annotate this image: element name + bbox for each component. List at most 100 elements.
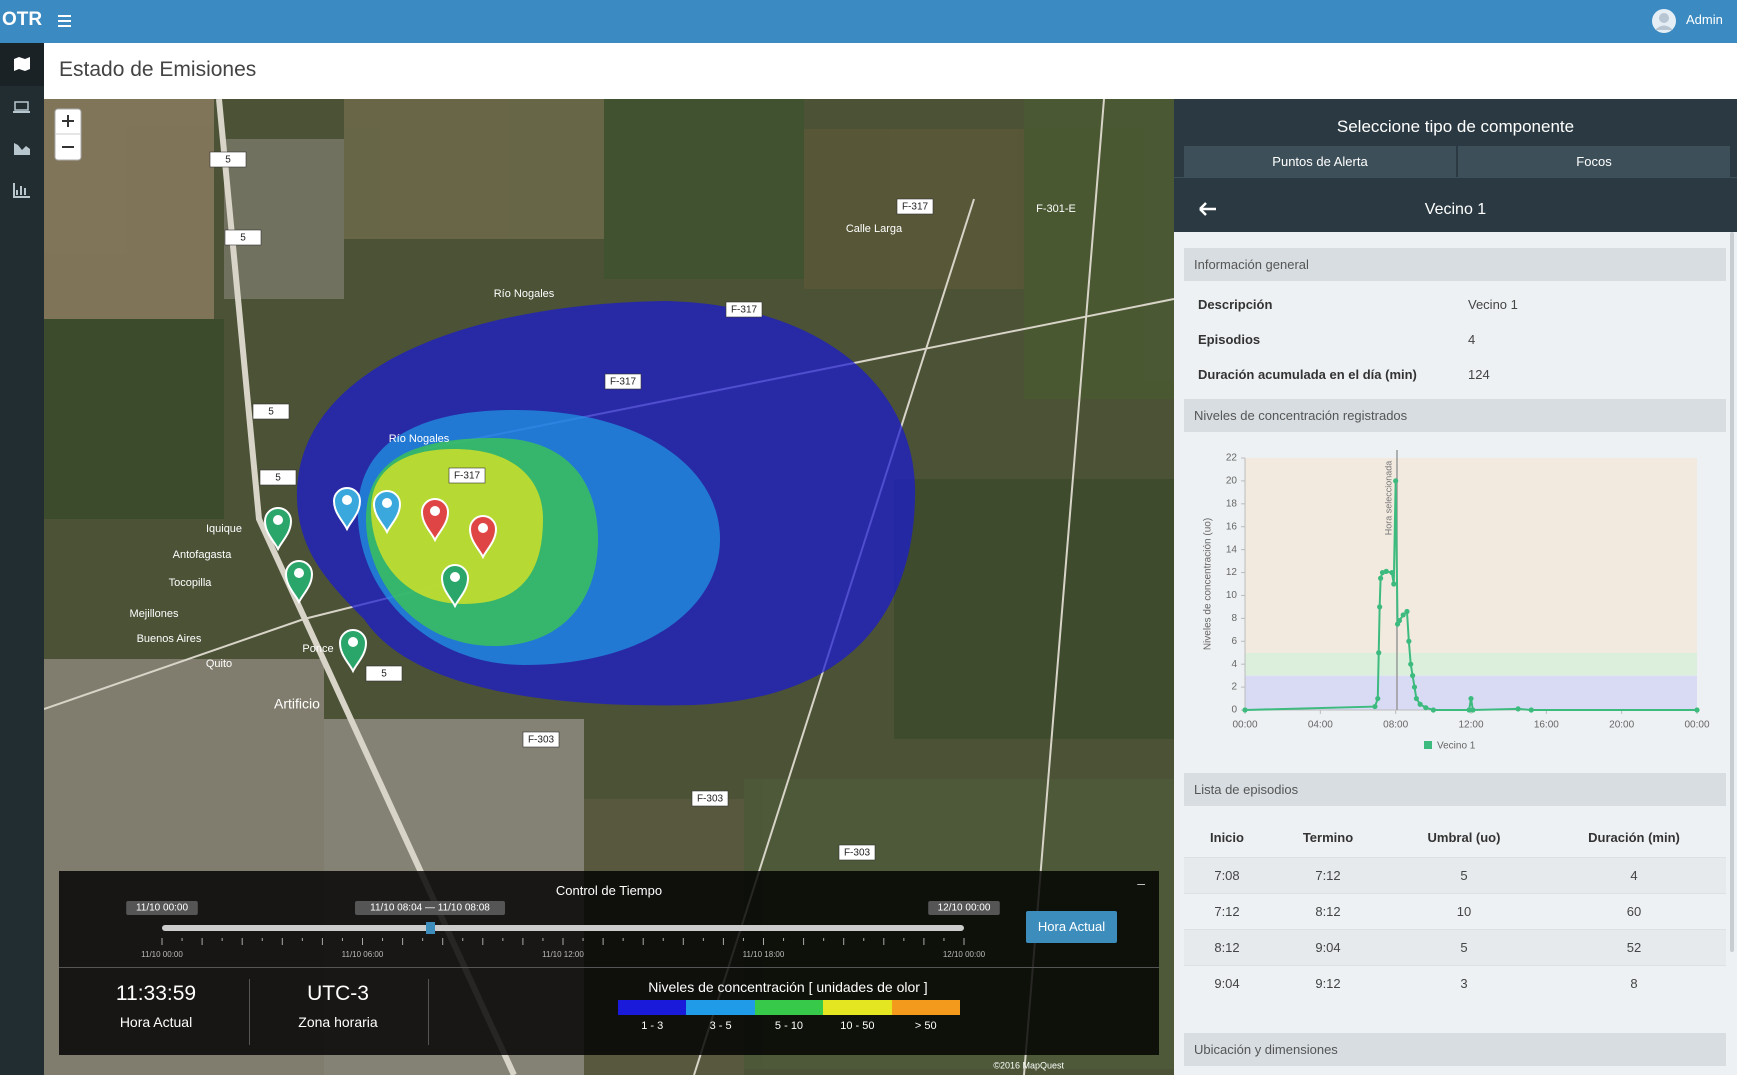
road-sign [725, 301, 763, 318]
series-point [1470, 707, 1476, 713]
y-tick-label: 4 [1231, 659, 1237, 670]
series-point [1393, 478, 1399, 484]
series-point [1406, 638, 1412, 644]
table-cell: 8 [1630, 976, 1638, 991]
table-cell: 4 [1630, 868, 1638, 883]
x-tick-label: 00:00 [1232, 720, 1257, 731]
bar-chart-icon[interactable] [13, 183, 30, 198]
table-cell: 7:12 [1214, 904, 1240, 919]
series-point [1466, 707, 1472, 713]
marker-pin [263, 507, 293, 552]
x-tick-label: 16:00 [1534, 720, 1559, 731]
marker-dot [382, 498, 392, 508]
tab[interactable]: Puntos de Alerta [1184, 146, 1456, 177]
clock: 11:33:59 [115, 982, 197, 1005]
road-sign [896, 198, 934, 215]
x-tick-label: 20:00 [1609, 720, 1634, 731]
map-marker[interactable] [372, 490, 402, 535]
series-point [1411, 684, 1418, 690]
time-control: Control de Tiempo – 11/10 00:00 11/10 08:… [59, 871, 1159, 1055]
series-point [1515, 706, 1521, 712]
series-point [1410, 673, 1416, 679]
table-header: Inicio [1210, 830, 1244, 845]
scrollbar[interactable] [1730, 232, 1734, 952]
section-header[interactable]: Ubicación y dimensiones [1184, 1033, 1726, 1066]
concentration-chart: 0 2 4 6 8 10 12 14 16 18 20 22 00:00 04:00 08:00 12:00 1… [1203, 450, 1710, 752]
map-label: F-317 [902, 202, 929, 213]
section-header[interactable]: Lista de episodios [1184, 773, 1726, 806]
zoom-in[interactable] [62, 115, 74, 127]
sidebar-icons [0, 43, 44, 198]
y-tick-label: 6 [1231, 636, 1237, 647]
marker-dot [430, 506, 440, 516]
series-point [1391, 581, 1397, 587]
menu-button[interactable] [58, 14, 72, 28]
slider-label-box [355, 901, 505, 915]
laptop-icon[interactable] [14, 101, 29, 111]
table-cell: 5 [1460, 940, 1468, 955]
back-button[interactable] [1198, 201, 1218, 217]
table-cell: 7:08 [1214, 868, 1240, 883]
tab[interactable]: Focos [1458, 146, 1730, 177]
legend-label: 3 - 5 [709, 1020, 732, 1032]
table-row [1184, 893, 1726, 930]
time-control-title: Control de Tiempo [555, 883, 663, 898]
collapse-button[interactable]: – [1137, 875, 1145, 891]
field-label: Descripción [1198, 297, 1273, 312]
road-sign [259, 469, 297, 486]
series-point [1378, 575, 1384, 581]
slider-tick-label: 11/10 00:00 [141, 950, 183, 959]
legend-swatch [686, 1000, 755, 1015]
table-header: Umbral (uo) [1427, 830, 1501, 845]
section-header[interactable]: Información general [1184, 248, 1726, 281]
map-label: Buenos Aires [137, 633, 202, 645]
selected-hour-label: Hora seleccionada [1383, 461, 1393, 536]
user-name[interactable]: Admin [1686, 12, 1723, 27]
marker-dot [294, 568, 304, 578]
timezone-label: Zona horaria [298, 1014, 378, 1030]
threshold-band [1245, 458, 1697, 653]
map-icon[interactable] [14, 57, 30, 71]
map-marker[interactable] [332, 487, 362, 532]
component-name: Vecino 1 [1424, 201, 1487, 218]
slider-handle[interactable] [426, 922, 435, 934]
map-marker[interactable] [440, 564, 470, 609]
map-label: F-317 [731, 305, 758, 316]
current-time-button[interactable]: Hora Actual [1026, 911, 1117, 943]
table-row [1184, 929, 1726, 966]
markers [263, 487, 498, 674]
user-avatar[interactable] [1651, 8, 1677, 34]
legend-label: > 50 [914, 1020, 937, 1032]
map-marker[interactable] [338, 629, 368, 674]
marker-pin [440, 564, 470, 609]
section-header[interactable]: Niveles de concentración registrados [1184, 399, 1726, 432]
legend-label[interactable]: Vecino 1 [1437, 741, 1476, 752]
series-point [1372, 703, 1378, 710]
area-chart-icon[interactable] [14, 143, 30, 155]
zoom-control [54, 108, 82, 161]
map-label: F-317 [454, 471, 481, 482]
legend-title: Niveles de concentración [ unidades de o… [648, 979, 928, 995]
marker-dot [450, 572, 460, 582]
map-marker[interactable] [263, 507, 293, 552]
slider-tick-label: 11/10 06:00 [342, 950, 384, 959]
y-tick-label: 14 [1226, 544, 1238, 555]
sidebar [0, 43, 44, 1075]
marker-dot [342, 495, 352, 505]
series-point [1377, 604, 1383, 610]
series-point [1408, 661, 1414, 667]
field-label: Episodios [1198, 332, 1261, 347]
map-marker[interactable] [420, 498, 450, 543]
field-value: 124 [1468, 367, 1490, 382]
map-marker[interactable] [468, 515, 498, 560]
road-sign [252, 403, 290, 420]
map-marker[interactable] [284, 560, 314, 605]
series-point [1376, 650, 1382, 656]
slider-label: 11/10 00:00 [136, 903, 189, 914]
time-slider[interactable]: 11/10 00:00 11/10 08:04 — 11/10 08:08 12/1… [59, 895, 1159, 967]
map-label: Tocopilla [169, 577, 213, 589]
marker-pin [468, 515, 498, 560]
series-point [1430, 707, 1436, 713]
map-label: Ponce [302, 643, 333, 655]
